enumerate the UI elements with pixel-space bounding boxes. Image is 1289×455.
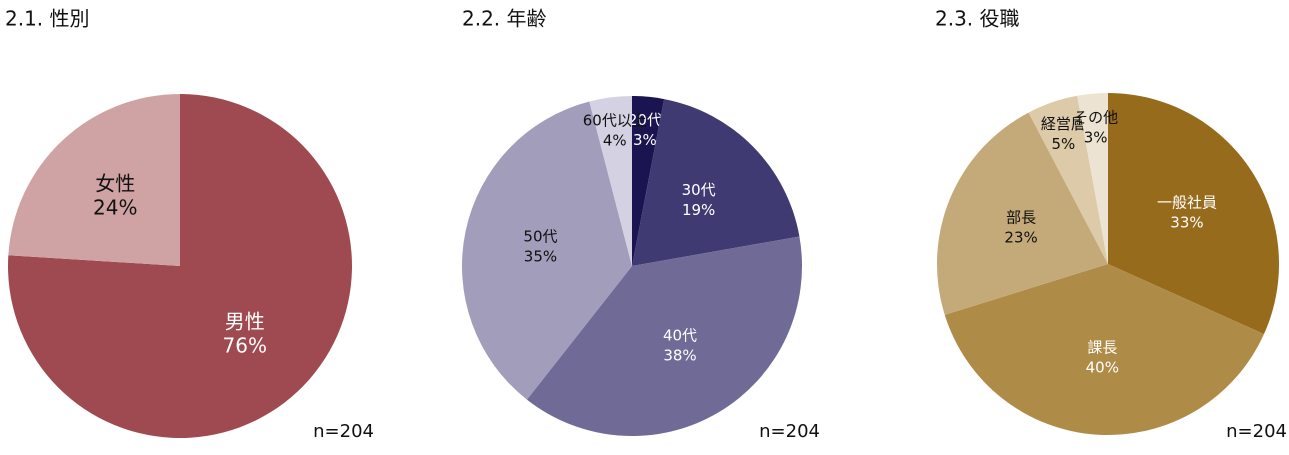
chart-title: 2.1. 性別 (5, 7, 90, 31)
pie-slice (589, 96, 632, 266)
value-label: 33% (1170, 213, 1203, 231)
value-label: 19% (682, 201, 715, 219)
slice-label: 20代 (628, 111, 662, 129)
pie-slice (632, 96, 665, 266)
slice-label: 課長 (1087, 338, 1117, 356)
value-label: 24% (93, 196, 137, 220)
slice-label: 経営層 (1041, 115, 1086, 133)
value-label: 3% (633, 131, 657, 149)
pie-slice (461, 101, 632, 400)
slice-label: 女性 (95, 172, 135, 196)
slice-label: 男性 (225, 309, 265, 333)
slice-label: 30代 (682, 181, 716, 199)
slice-label: 60代以上 (583, 112, 647, 130)
value-label: 38% (663, 347, 696, 365)
sample-size: n=204 (759, 421, 820, 442)
sample-size: n=204 (313, 421, 374, 442)
slice-label: 部長 (1006, 209, 1036, 227)
pie-slice (944, 264, 1264, 435)
pie-slice (937, 112, 1108, 315)
value-label: 5% (1051, 135, 1075, 153)
chart-title: 2.3. 役職 (935, 7, 1020, 31)
value-label: 3% (1084, 128, 1108, 146)
chart: 2.2. 年齢 20代 3% 30代 19% 40代 38% 50代 35% 60代以上 4% n=2… (461, 7, 820, 442)
chart-title: 2.2. 年齢 (462, 7, 547, 31)
pie-slice (1028, 95, 1108, 264)
pie-slice (632, 99, 800, 267)
slice-label: 50代 (523, 227, 557, 245)
sample-size: n=204 (1226, 421, 1287, 442)
value-label: 35% (524, 247, 557, 265)
pie-slice (8, 94, 181, 266)
pie-slice (1077, 93, 1108, 264)
pie-slice (8, 94, 353, 438)
value-label: 23% (1004, 229, 1037, 247)
pie-slice (526, 236, 802, 436)
value-label: 40% (1086, 358, 1119, 376)
value-label: 76% (223, 333, 267, 357)
slice-label: その他 (1073, 108, 1118, 126)
pie-slice (1108, 93, 1279, 335)
slice-label: 40代 (663, 327, 697, 345)
slice-label: 一般社員 (1157, 193, 1217, 211)
value-label: 4% (603, 132, 627, 150)
